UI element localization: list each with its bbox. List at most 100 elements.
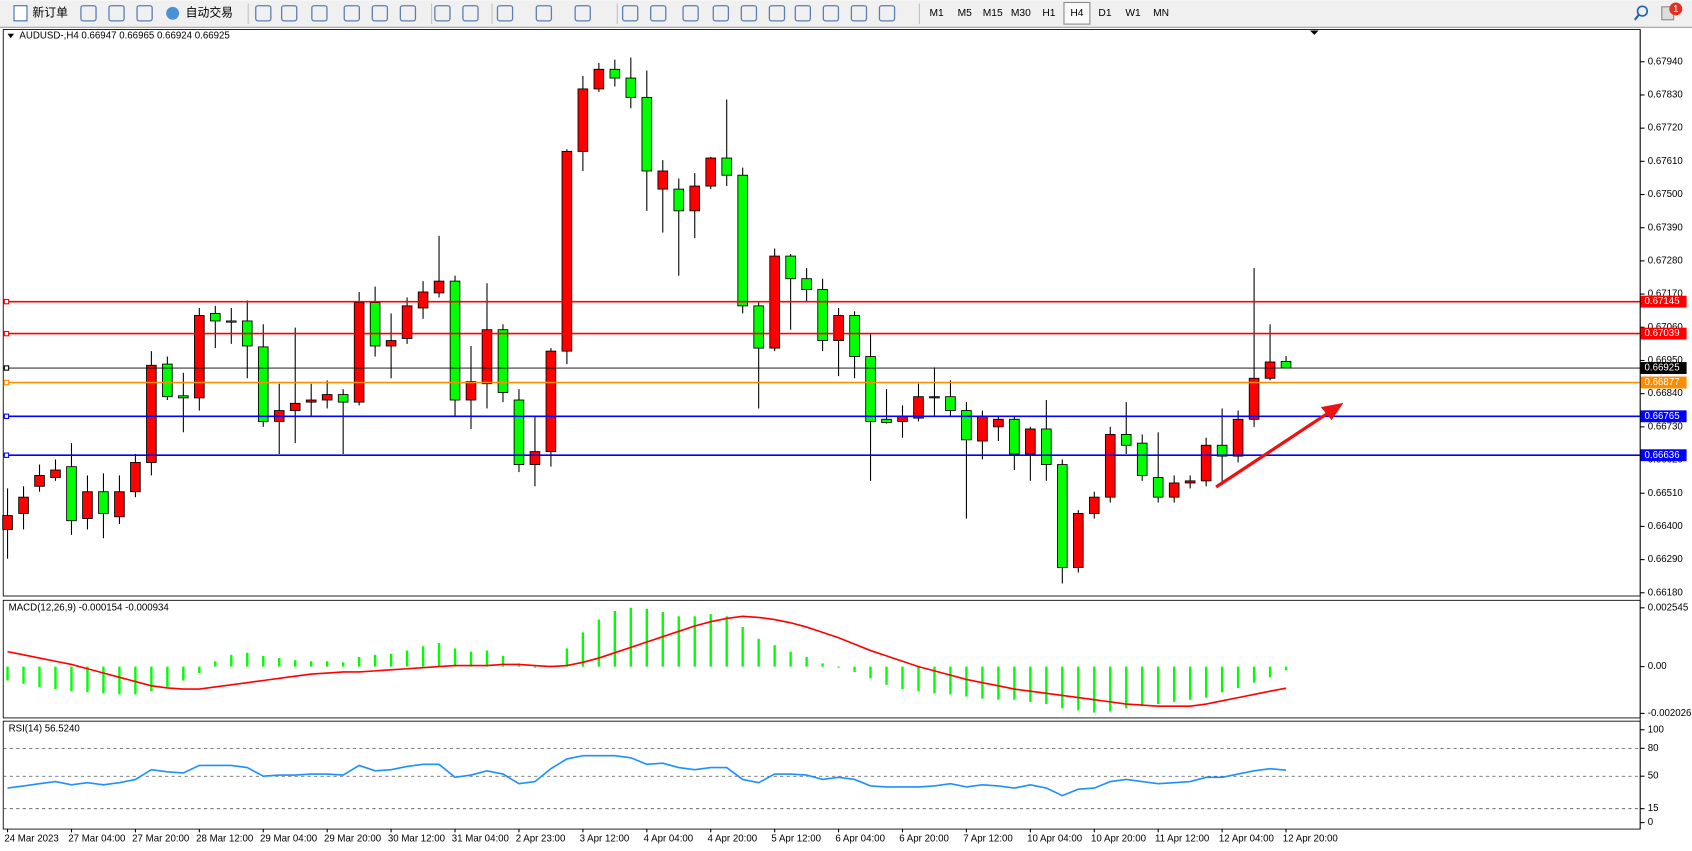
toolbar-button[interactable] <box>822 5 840 22</box>
macd-bar <box>821 663 824 667</box>
macd-bar <box>1029 666 1032 702</box>
time-label: 24 Mar 2023 <box>4 833 58 844</box>
candle-body <box>833 315 844 341</box>
macd-bar <box>134 666 137 695</box>
candle-body <box>178 395 189 399</box>
time-label: 29 Mar 04:00 <box>260 833 318 844</box>
toolbar-button[interactable] <box>535 5 553 22</box>
toolbar-button[interactable] <box>462 5 479 22</box>
timeframe-button[interactable]: D1 <box>1098 8 1111 19</box>
candle-body <box>1073 513 1084 568</box>
notification-button[interactable]: 1 <box>1661 2 1683 21</box>
toolbar-button[interactable] <box>343 5 360 22</box>
candle-body <box>1200 444 1212 482</box>
level-tag <box>1640 410 1687 423</box>
time-label: 28 Mar 12:00 <box>196 833 254 844</box>
candle-body <box>50 469 61 478</box>
macd-bar <box>214 661 217 667</box>
toolbar-button[interactable] <box>794 5 812 22</box>
time-label: 5 Apr 12:00 <box>771 833 821 844</box>
macd-bar <box>230 654 233 667</box>
toolbar-button[interactable] <box>712 5 730 22</box>
rsi-panel <box>2 720 1641 830</box>
notification-badge <box>1669 2 1683 16</box>
timeframe-button[interactable]: H4 <box>1063 1 1091 25</box>
macd-bar <box>166 666 169 687</box>
new-order-button[interactable]: 新订单 <box>13 5 68 22</box>
plot-layer: 0.67940 0.67830 0.67720 0.67610 0.67500 0.673… <box>2 29 1691 844</box>
candle-body <box>881 418 892 424</box>
time-label: 7 Apr 12:00 <box>963 833 1013 844</box>
toolbar-icon <box>434 5 451 22</box>
rsi-line <box>7 754 1287 797</box>
toolbar-icon <box>496 5 514 22</box>
toolbar-button[interactable] <box>136 5 153 22</box>
timeframe-button[interactable]: H1 <box>1042 8 1055 19</box>
symbol-menu-marker <box>7 33 15 39</box>
macd-bar <box>933 666 936 694</box>
timeframe-button[interactable]: M15 <box>983 8 1003 19</box>
candle-body <box>913 396 924 419</box>
candle-body <box>146 364 157 463</box>
candle-body <box>417 291 429 309</box>
timeframe-label: M15 <box>983 8 1003 19</box>
candle-body <box>433 280 445 294</box>
toolbar-button[interactable] <box>650 5 667 22</box>
time-label: 29 Mar 20:00 <box>324 833 382 844</box>
candle-body <box>1136 442 1148 476</box>
macd-bar <box>1157 666 1160 705</box>
toolbar-icon <box>574 5 591 22</box>
candle-body <box>753 305 764 349</box>
toolbar-button[interactable] <box>399 5 417 22</box>
level-tag <box>1640 449 1687 462</box>
search-handle <box>1633 13 1640 21</box>
candle-body <box>545 350 557 453</box>
toolbar-button[interactable] <box>371 5 389 22</box>
level-label: 0.67039 <box>1645 328 1680 339</box>
timeframe-button[interactable]: M5 <box>958 8 973 19</box>
search-button[interactable] <box>1633 5 1649 21</box>
toolbar-button[interactable] <box>768 5 786 22</box>
candle-body <box>321 394 333 401</box>
time-label: 6 Apr 20:00 <box>899 833 949 844</box>
macd-bar <box>325 661 329 667</box>
macd-bar <box>565 648 569 667</box>
toolbar-button[interactable] <box>878 5 896 22</box>
toolbar-button[interactable] <box>434 5 451 22</box>
chart-title: AUDUSD-,H4 0.66947 0.66965 0.66924 0.669… <box>19 31 229 42</box>
candle-body <box>689 185 701 212</box>
macd-bar <box>118 666 121 695</box>
candle-body <box>130 462 141 493</box>
toolbar-button[interactable] <box>740 5 758 22</box>
toolbar-button[interactable] <box>108 5 125 22</box>
candle-body <box>257 346 269 422</box>
toolbar-button[interactable] <box>850 5 868 22</box>
toolbar-button[interactable] <box>621 5 639 22</box>
toolbar-button[interactable] <box>255 5 272 22</box>
macd-bar <box>709 614 712 667</box>
time-label: 4 Apr 20:00 <box>707 833 757 844</box>
candle-body <box>801 278 812 290</box>
toolbar-button[interactable] <box>682 5 699 22</box>
candle-body <box>929 396 940 399</box>
toolbar-button[interactable] <box>311 5 328 22</box>
time-label: 2 Apr 23:00 <box>516 833 566 844</box>
level-tag <box>1640 295 1687 308</box>
level-label: 0.67145 <box>1645 296 1680 307</box>
macd-signal-line <box>7 615 1287 707</box>
toolbar-button[interactable] <box>496 5 514 22</box>
timeframe-button[interactable]: W1 <box>1125 8 1141 19</box>
auto-trading-button[interactable]: 自动交易 <box>166 5 233 20</box>
toolbar-button[interactable] <box>280 5 298 22</box>
candle-body <box>337 394 349 403</box>
macd-bar <box>1236 666 1240 688</box>
toolbar-button[interactable] <box>80 5 97 22</box>
macd-bar <box>597 619 601 667</box>
candle-body <box>449 280 461 401</box>
timeframe-button[interactable]: M30 <box>1011 8 1031 19</box>
toolbar-button[interactable] <box>574 5 591 22</box>
timeframe-button[interactable]: MN <box>1153 8 1169 19</box>
candle-body <box>529 451 541 466</box>
y-tick-label: 0.66510 <box>1648 488 1684 499</box>
timeframe-button[interactable]: M1 <box>930 8 945 19</box>
